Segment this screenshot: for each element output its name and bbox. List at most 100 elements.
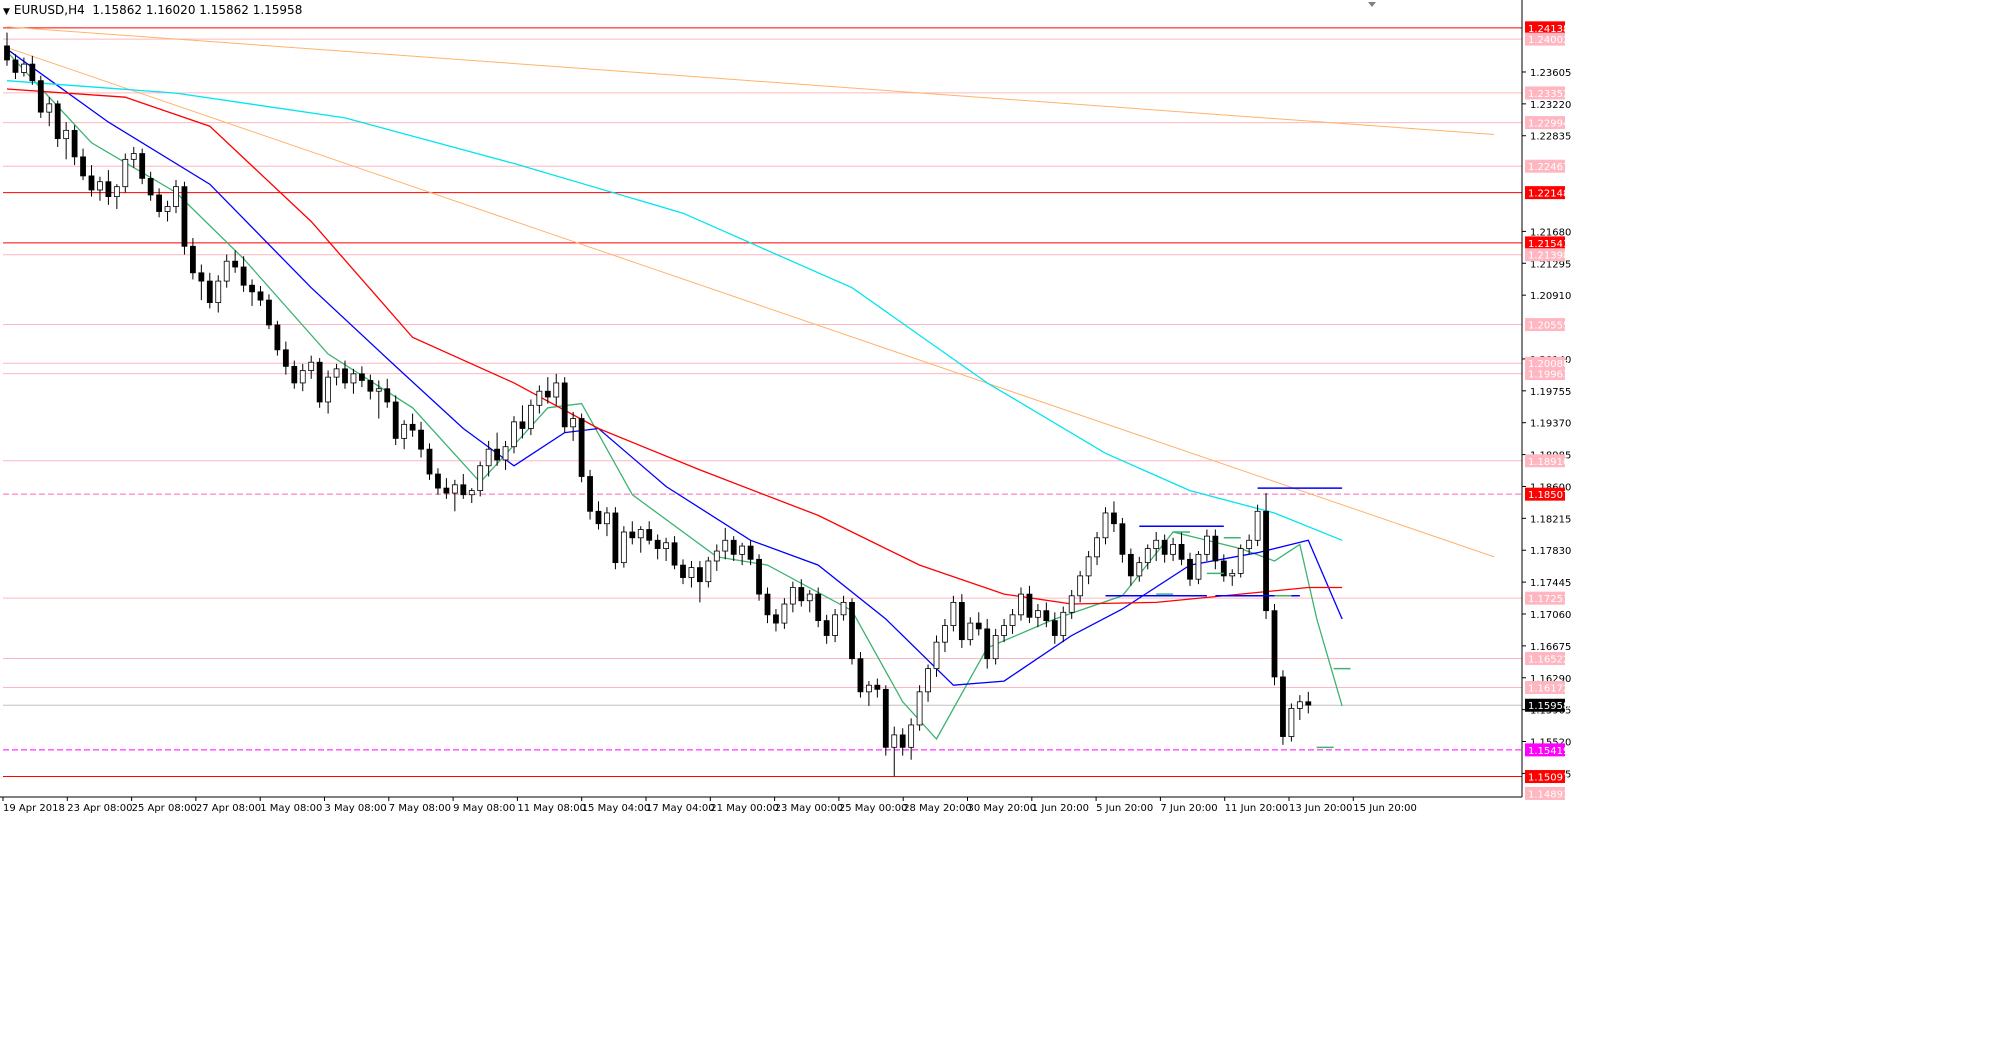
- candle-bull: [1085, 556, 1092, 577]
- candle-bear: [409, 423, 416, 431]
- price-label-box: [1525, 454, 1565, 468]
- candle-bear: [156, 194, 163, 212]
- candle-bull: [570, 418, 577, 428]
- candle-bull: [916, 691, 923, 726]
- candle-bear: [773, 614, 779, 624]
- time-tick-label: 7 Jun 20:00: [1160, 803, 1217, 814]
- candle-bull: [1229, 573, 1236, 577]
- moving-average-ma-fast: [6, 51, 1343, 741]
- price-label-text: 1.15958: [1528, 701, 1569, 712]
- candle-bear: [1220, 560, 1227, 577]
- candle-bull: [553, 382, 560, 398]
- time-tick-label: 27 Apr 08:00: [196, 803, 261, 814]
- price-label-text: 1.21541: [1528, 239, 1569, 250]
- candle-bull: [97, 181, 103, 191]
- price-tick-label: 1.18215: [1530, 514, 1571, 525]
- candle-bear: [1161, 539, 1168, 555]
- candle-bull: [637, 529, 644, 539]
- time-tick-label: 25 May 00:00: [839, 803, 908, 814]
- candle-bear: [984, 628, 991, 660]
- candle-bear: [595, 510, 602, 525]
- price-label-text: 1.24002: [1528, 35, 1569, 46]
- candle-bear: [266, 299, 272, 326]
- candle-bull: [477, 465, 484, 491]
- candle-bear: [232, 260, 239, 268]
- price-label-text: 1.22467: [1528, 162, 1569, 173]
- price-tick-label: 1.17060: [1530, 610, 1571, 621]
- candle-bear: [680, 564, 686, 578]
- candle-bear: [612, 512, 619, 564]
- price-label-box: [1525, 356, 1565, 370]
- candle-bear: [1026, 593, 1033, 618]
- candle-bear: [139, 153, 146, 179]
- candle-bull: [806, 593, 813, 602]
- time-tick-label: 28 May 20:00: [903, 803, 972, 814]
- candle-bull: [20, 63, 27, 73]
- candle-bull: [950, 601, 957, 626]
- candle-bull: [63, 129, 70, 140]
- candle-bear: [857, 658, 864, 693]
- candle-bear: [80, 156, 86, 177]
- candle-bear: [1127, 553, 1134, 577]
- moving-average-ma-long: [6, 80, 1343, 541]
- time-tick-label: 1 May 08:00: [260, 803, 322, 814]
- candle-bull: [502, 446, 509, 461]
- price-label-text: 1.14893: [1528, 789, 1569, 800]
- candle-bear: [274, 324, 281, 351]
- time-tick-label: 19 Apr 2018: [3, 803, 65, 814]
- price-label-box: [1525, 591, 1565, 605]
- price-label-box: [1525, 116, 1565, 130]
- price-label-box: [1525, 86, 1565, 100]
- candle-bear: [105, 181, 112, 198]
- candle-bear: [181, 186, 188, 247]
- candle-bull: [333, 368, 340, 378]
- candle-bull: [1094, 537, 1100, 558]
- candle-bull: [1288, 707, 1295, 737]
- price-label-box: [1525, 32, 1565, 46]
- trendline: [6, 47, 1495, 558]
- candle-bear: [975, 622, 982, 630]
- moving-average-ma-mid: [6, 48, 1343, 686]
- price-tick-label: 1.16675: [1530, 642, 1571, 653]
- candle-bear: [1119, 523, 1126, 555]
- candle-bull: [925, 668, 931, 693]
- candle-bull: [1246, 539, 1253, 549]
- candle-bear: [54, 103, 61, 140]
- candle-bull: [468, 490, 475, 496]
- candle-bull: [1195, 553, 1202, 580]
- price-label-text: 1.21398: [1528, 251, 1569, 262]
- candle-bear: [629, 531, 636, 539]
- price-label-box: [1525, 367, 1565, 381]
- candle-bear: [206, 280, 213, 304]
- candle-bear: [282, 349, 289, 367]
- moving-average-ma-slow: [6, 88, 1343, 605]
- candle-bull: [620, 531, 627, 564]
- candle-bull: [722, 539, 729, 552]
- price-label-box: [1525, 21, 1565, 35]
- time-tick-label: 15 Jun 20:00: [1353, 803, 1417, 814]
- candle-bear: [4, 45, 10, 61]
- price-label-box: [1525, 236, 1565, 250]
- price-label-box: [1525, 770, 1565, 784]
- candle-bull: [933, 641, 940, 670]
- chart-menu-triangle-icon[interactable]: ▼: [3, 7, 10, 17]
- candle-bear: [697, 567, 703, 583]
- candle-bear: [71, 129, 78, 158]
- price-label-box: [1525, 681, 1565, 695]
- candle-bull: [739, 545, 746, 555]
- candle-bear: [460, 484, 467, 496]
- time-tick-label: 7 May 08:00: [389, 803, 451, 814]
- candle-bull: [130, 153, 137, 160]
- price-label-text: 1.18910: [1528, 457, 1569, 468]
- trendline: [6, 26, 1495, 135]
- candle-bear: [646, 529, 653, 541]
- candle-bull: [1170, 544, 1176, 555]
- price-label-text: 1.16172: [1528, 684, 1569, 695]
- candle-bull: [164, 206, 171, 212]
- candle-bear: [1111, 512, 1117, 525]
- candle-bear: [249, 284, 255, 293]
- candle-bear: [1187, 558, 1193, 580]
- candle-bull: [1035, 610, 1041, 618]
